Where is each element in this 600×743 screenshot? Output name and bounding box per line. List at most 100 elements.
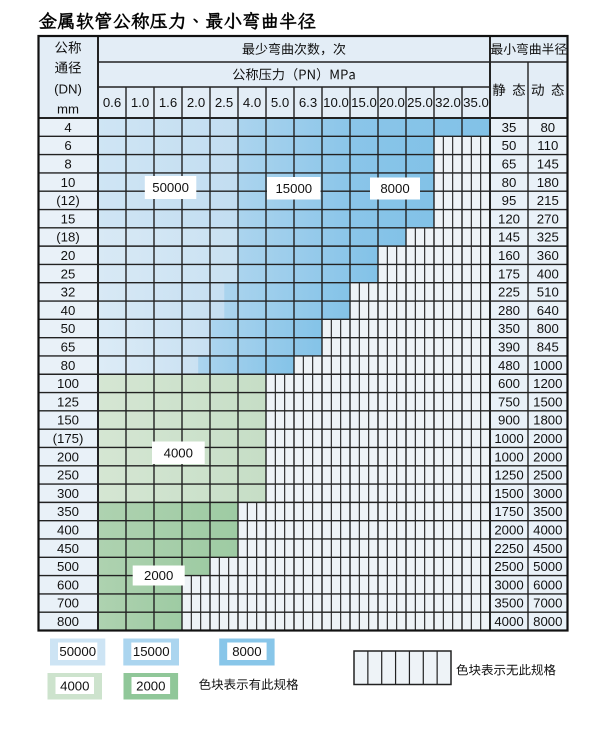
svg-text:65: 65 (61, 340, 76, 355)
svg-text:125: 125 (57, 394, 79, 409)
svg-text:1750: 1750 (494, 504, 523, 519)
svg-text:7000: 7000 (533, 596, 562, 611)
svg-text:2000: 2000 (533, 449, 562, 464)
svg-text:4000: 4000 (533, 523, 562, 538)
svg-text:50000: 50000 (59, 644, 96, 659)
svg-text:1.0: 1.0 (131, 95, 149, 110)
svg-text:50: 50 (61, 321, 76, 336)
svg-text:200: 200 (57, 449, 79, 464)
svg-text:6000: 6000 (533, 577, 562, 592)
svg-text:2000: 2000 (144, 568, 173, 583)
svg-text:15000: 15000 (133, 644, 170, 659)
svg-text:2.5: 2.5 (215, 95, 233, 110)
svg-text:2250: 2250 (494, 541, 523, 556)
svg-text:270: 270 (537, 211, 559, 226)
svg-text:4000: 4000 (494, 614, 523, 629)
svg-text:400: 400 (57, 523, 79, 538)
svg-text:400: 400 (537, 266, 559, 281)
svg-text:180: 180 (537, 175, 559, 190)
svg-text:1000: 1000 (533, 358, 562, 373)
svg-text:8000: 8000 (232, 644, 261, 659)
svg-text:845: 845 (537, 340, 559, 355)
svg-text:3000: 3000 (494, 577, 523, 592)
svg-text:145: 145 (498, 230, 520, 245)
svg-text:5000: 5000 (533, 559, 562, 574)
svg-text:175: 175 (498, 266, 520, 281)
svg-text:2500: 2500 (533, 468, 562, 483)
svg-text:2500: 2500 (494, 559, 523, 574)
svg-text:4: 4 (64, 120, 71, 135)
svg-text:20: 20 (61, 248, 76, 263)
svg-text:6: 6 (64, 138, 71, 153)
svg-text:640: 640 (537, 303, 559, 318)
svg-text:3000: 3000 (533, 486, 562, 501)
svg-text:1000: 1000 (494, 449, 523, 464)
svg-text:350: 350 (57, 504, 79, 519)
svg-text:160: 160 (498, 248, 520, 263)
svg-text:40: 40 (61, 303, 76, 318)
svg-text:1500: 1500 (494, 486, 523, 501)
svg-text:8000: 8000 (380, 181, 409, 196)
svg-text:2000: 2000 (494, 523, 523, 538)
svg-text:100: 100 (57, 376, 79, 391)
svg-text:250: 250 (57, 468, 79, 483)
svg-text:(18): (18) (56, 230, 79, 245)
svg-text:2000: 2000 (533, 431, 562, 446)
svg-text:50000: 50000 (152, 180, 189, 195)
svg-text:500: 500 (57, 559, 79, 574)
svg-text:95: 95 (502, 193, 517, 208)
svg-text:2.0: 2.0 (187, 95, 205, 110)
svg-text:50: 50 (502, 138, 517, 153)
svg-text:225: 225 (498, 285, 520, 300)
svg-text:(DN): (DN) (54, 82, 82, 97)
svg-text:4000: 4000 (164, 445, 193, 460)
svg-text:65: 65 (502, 157, 517, 172)
svg-text:32.0: 32.0 (435, 95, 461, 110)
svg-text:mm: mm (57, 102, 79, 117)
svg-text:1800: 1800 (533, 413, 562, 428)
svg-text:15000: 15000 (275, 181, 312, 196)
svg-text:120: 120 (498, 211, 520, 226)
svg-text:35: 35 (502, 120, 517, 135)
svg-text:25.0: 25.0 (407, 95, 433, 110)
svg-text:6.3: 6.3 (299, 95, 317, 110)
svg-text:390: 390 (498, 340, 520, 355)
svg-text:700: 700 (57, 596, 79, 611)
svg-text:80: 80 (502, 175, 517, 190)
svg-text:10: 10 (61, 175, 76, 190)
svg-text:3500: 3500 (494, 596, 523, 611)
svg-text:800: 800 (537, 321, 559, 336)
svg-text:80: 80 (61, 358, 76, 373)
svg-text:600: 600 (57, 577, 79, 592)
svg-text:4.0: 4.0 (243, 95, 261, 110)
svg-text:32: 32 (61, 285, 76, 300)
svg-text:25: 25 (61, 266, 76, 281)
svg-text:450: 450 (57, 541, 79, 556)
svg-text:110: 110 (537, 138, 558, 153)
svg-text:20.0: 20.0 (379, 95, 405, 110)
svg-text:1.6: 1.6 (159, 95, 177, 110)
svg-text:1000: 1000 (494, 431, 523, 446)
svg-text:480: 480 (498, 358, 520, 373)
svg-text:10.0: 10.0 (323, 95, 349, 110)
svg-text:1250: 1250 (494, 468, 523, 483)
svg-text:900: 900 (498, 413, 520, 428)
svg-text:800: 800 (57, 614, 79, 629)
svg-text:4000: 4000 (60, 679, 89, 694)
svg-text:1200: 1200 (533, 376, 562, 391)
svg-text:1500: 1500 (533, 394, 562, 409)
svg-text:280: 280 (498, 303, 520, 318)
svg-text:3500: 3500 (533, 504, 562, 519)
svg-text:(175): (175) (53, 431, 84, 446)
svg-text:150: 150 (57, 413, 79, 428)
svg-text:325: 325 (537, 230, 559, 245)
svg-text:4500: 4500 (533, 541, 562, 556)
svg-text:35.0: 35.0 (463, 95, 489, 110)
svg-text:300: 300 (57, 486, 79, 501)
svg-text:360: 360 (537, 248, 559, 263)
svg-text:15: 15 (61, 211, 76, 226)
svg-text:8000: 8000 (533, 614, 562, 629)
svg-text:2000: 2000 (136, 679, 165, 694)
svg-text:(12): (12) (56, 193, 79, 208)
svg-text:5.0: 5.0 (271, 95, 289, 110)
